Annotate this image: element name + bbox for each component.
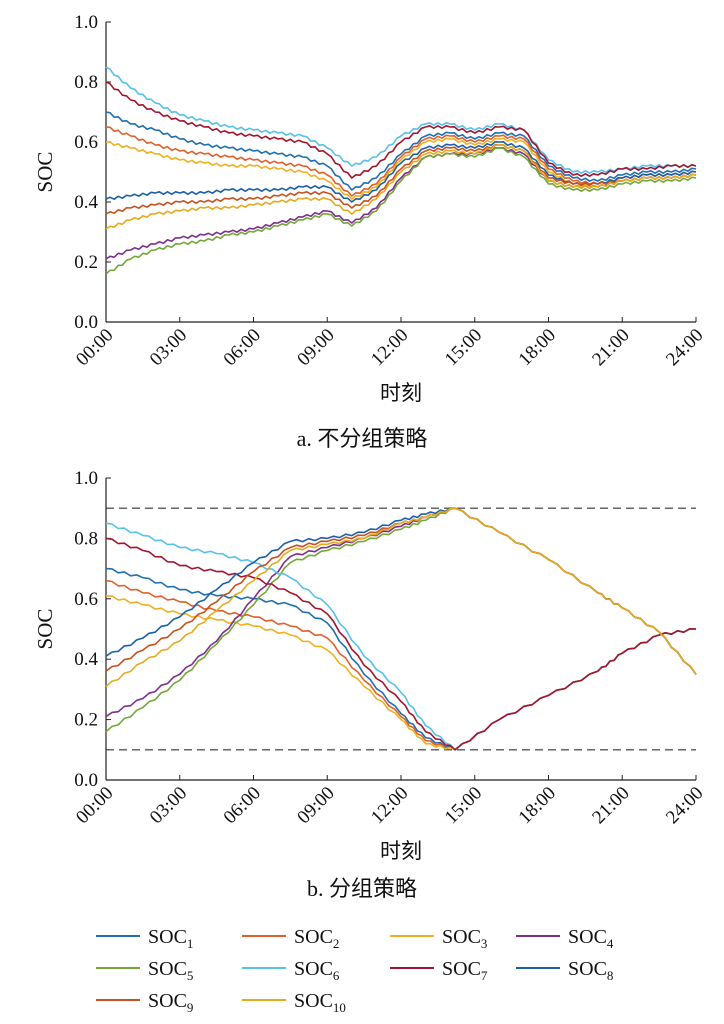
legend-label-subscript: 3 xyxy=(481,936,488,951)
chart-panel-b: 0.00.20.40.60.81.000:00 03:00 06:00 09:00 12… xyxy=(33,468,708,863)
x-tick-label: 03:00 xyxy=(146,325,191,370)
series-line-soc5 xyxy=(105,147,697,275)
caption-b: b. 分组策略 xyxy=(307,876,417,901)
x-tick-label: 18:00 xyxy=(515,783,560,828)
legend-label: SOC9 xyxy=(148,990,193,1015)
legend-label-subscript: 2 xyxy=(333,936,340,951)
legend-label-subscript: 6 xyxy=(333,968,340,983)
legend-label: SOC6 xyxy=(294,958,340,983)
y-tick-label: 0.6 xyxy=(74,589,98,610)
legend-label: SOC1 xyxy=(148,926,193,951)
x-tick-label: 15:00 xyxy=(441,325,486,370)
series-line-soc7 xyxy=(105,81,697,179)
x-tick-label: 24:00 xyxy=(662,783,707,828)
y-tick-label: 0.8 xyxy=(74,528,98,549)
series-line-soc9 xyxy=(105,144,697,215)
legend-label: SOC3 xyxy=(442,926,487,951)
series-line-soc5 xyxy=(105,507,697,733)
x-tick-label: 15:00 xyxy=(441,783,486,828)
caption-a: a. 不分组策略 xyxy=(297,426,428,451)
legend-label-subscript: 5 xyxy=(187,968,194,983)
series-line-soc1 xyxy=(105,567,697,751)
x-tick-label: 09:00 xyxy=(293,783,338,828)
x-tick-label: 06:00 xyxy=(220,325,265,370)
series-line-soc7 xyxy=(105,537,697,751)
y-axis-label: SOC xyxy=(33,152,57,193)
x-tick-label: 03:00 xyxy=(146,783,191,828)
x-axis-label: 时刻 xyxy=(380,381,422,405)
y-tick-label: 0.2 xyxy=(74,252,98,273)
chart-panel-a: 0.00.20.40.60.81.000:00 03:00 06:00 09:00 12… xyxy=(33,12,708,405)
y-tick-label: 0.4 xyxy=(74,649,98,670)
legend: SOC1 SOC2 SOC3 SOC4 SOC5 SOC6 SOC7 SOC8 SOC9 SOC1… xyxy=(96,926,614,1015)
legend-label: SOC4 xyxy=(568,926,614,951)
y-tick-label: 1.0 xyxy=(74,12,98,33)
legend-label-subscript: 9 xyxy=(187,1000,194,1015)
legend-label-subscript: 1 xyxy=(187,936,194,951)
x-axis-label: 时刻 xyxy=(380,839,422,863)
y-tick-label: 0.4 xyxy=(74,192,98,213)
y-tick-label: 0.0 xyxy=(74,770,98,791)
x-tick-label: 21:00 xyxy=(588,325,633,370)
legend-label: SOC2 xyxy=(294,926,339,951)
y-tick-label: 0.0 xyxy=(74,312,98,333)
series-line-soc1 xyxy=(105,111,697,191)
legend-label-subscript: 4 xyxy=(607,936,614,951)
legend-label: SOC8 xyxy=(568,958,613,983)
legend-label: SOC10 xyxy=(294,990,346,1015)
x-tick-label: 24:00 xyxy=(662,325,707,370)
series-line-soc4 xyxy=(105,507,697,718)
legend-label: SOC5 xyxy=(148,958,193,983)
x-tick-label: 12:00 xyxy=(367,783,412,828)
legend-label: SOC7 xyxy=(442,958,488,983)
series-line-soc10 xyxy=(105,144,697,230)
legend-label-subscript: 7 xyxy=(481,968,488,983)
series-line-soc6 xyxy=(105,66,697,174)
legend-label-subscript: 8 xyxy=(607,968,614,983)
series-line-soc8 xyxy=(105,507,697,675)
series-line-soc10 xyxy=(105,507,697,688)
x-tick-label: 18:00 xyxy=(515,325,560,370)
series-line-soc9 xyxy=(105,507,697,675)
x-tick-label: 06:00 xyxy=(220,783,265,828)
x-tick-label: 09:00 xyxy=(293,325,338,370)
y-tick-label: 0.2 xyxy=(74,710,98,731)
x-tick-label: 21:00 xyxy=(588,783,633,828)
y-tick-label: 0.8 xyxy=(74,72,98,93)
y-tick-label: 1.0 xyxy=(74,468,98,489)
x-tick-label: 12:00 xyxy=(367,325,412,370)
y-axis-label: SOC xyxy=(33,609,57,650)
legend-label-subscript: 10 xyxy=(333,1000,346,1015)
y-tick-label: 0.6 xyxy=(74,132,98,153)
